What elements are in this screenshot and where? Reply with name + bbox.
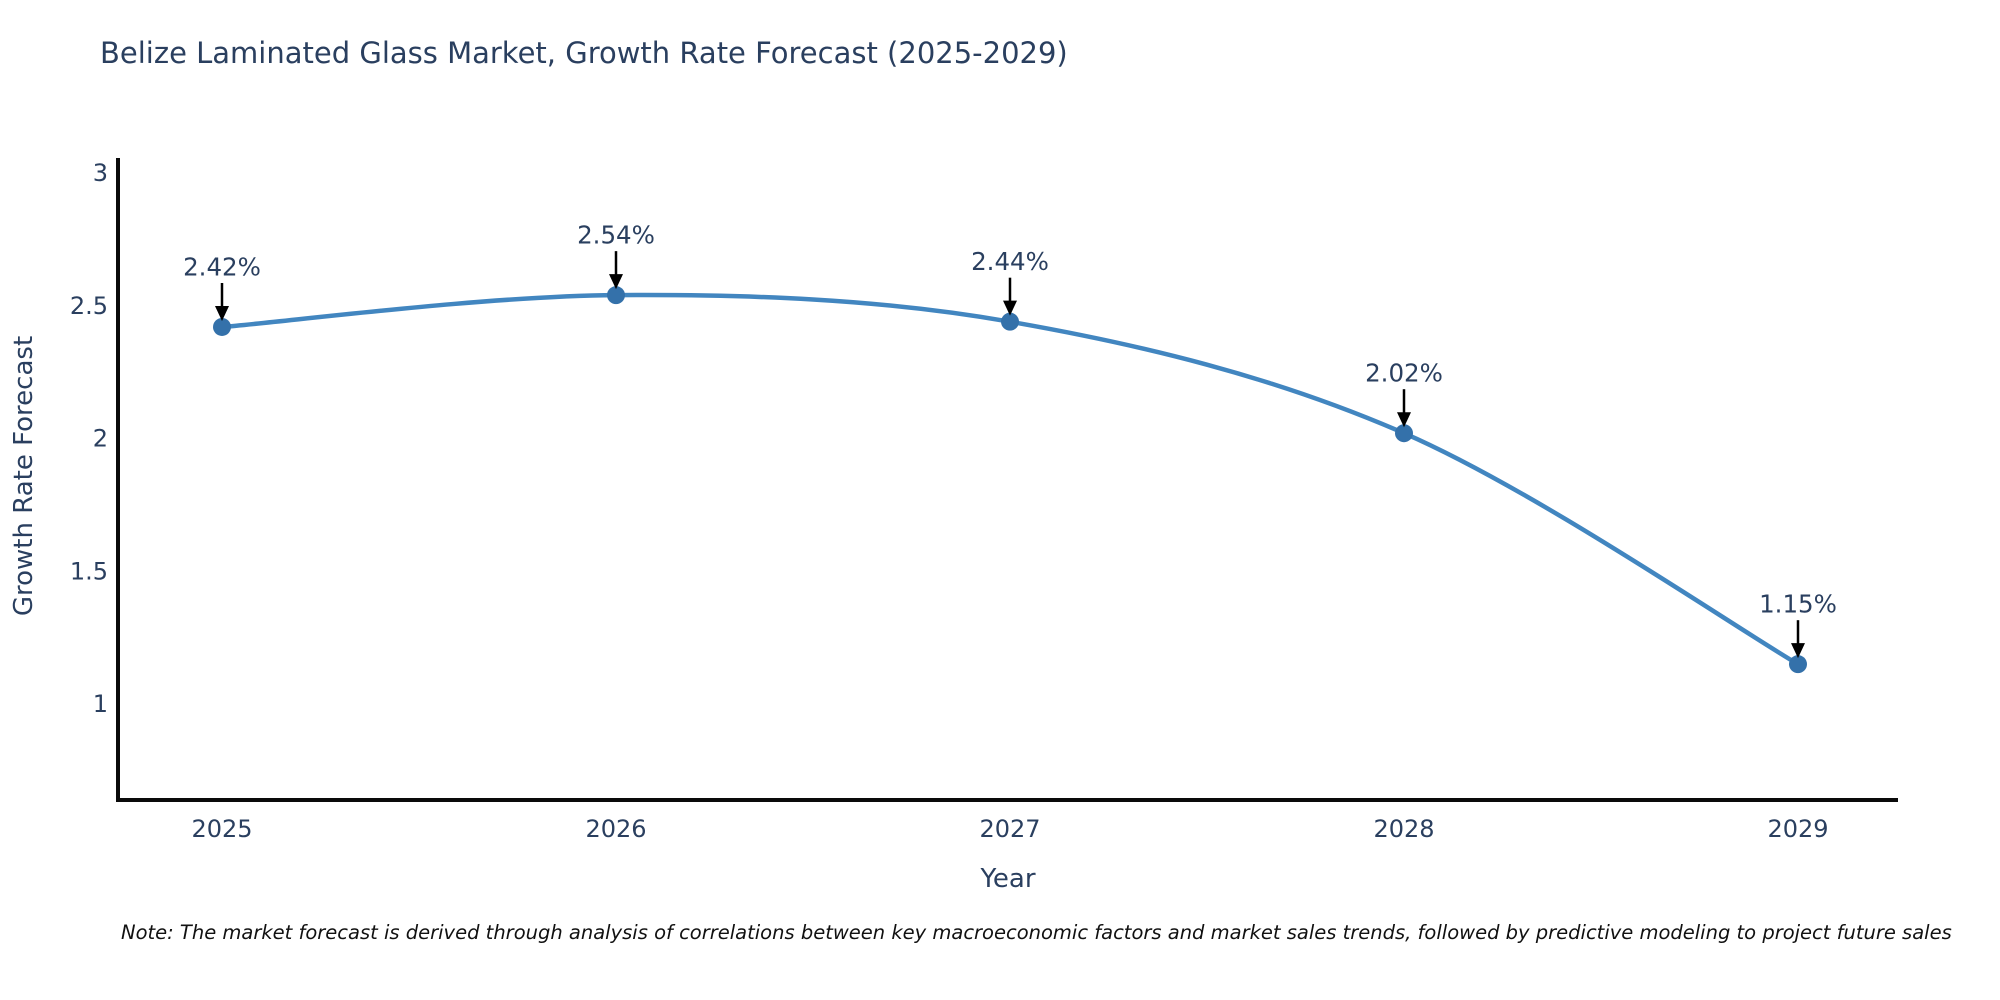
data-point-marker [1395, 424, 1413, 443]
data-point-marker [213, 317, 231, 336]
data-point-marker [1789, 655, 1807, 674]
y-tick-label: 1.5 [70, 557, 108, 585]
annotation-arrowhead [1003, 300, 1017, 316]
data-point-label: 2.42% [183, 252, 261, 281]
data-point-label: 2.44% [971, 247, 1049, 276]
footnote: Note: The market forecast is derived thr… [121, 921, 1952, 944]
y-tick-label: 2.5 [70, 292, 108, 320]
x-tick-label: 2026 [585, 815, 646, 843]
data-point-label: 2.54% [577, 221, 655, 250]
axis-lines [116, 158, 1898, 802]
y-tick-label: 1 [93, 690, 108, 718]
y-tick-label: 3 [93, 159, 108, 187]
data-point-label: 2.02% [1365, 359, 1443, 388]
x-tick-label: 2028 [1373, 815, 1434, 843]
x-axis-title: Year [980, 864, 1036, 894]
x-tick-label: 2027 [979, 815, 1040, 843]
x-tick-label: 2029 [1767, 815, 1828, 843]
chart-title: Belize Laminated Glass Market, Growth Ra… [100, 36, 1068, 70]
annotation-arrowhead [1791, 643, 1805, 659]
forecast-line [221, 292, 1800, 667]
annotation-arrowhead [609, 274, 623, 290]
data-point-marker [1001, 312, 1019, 331]
data-point-marker [607, 286, 625, 305]
data-point-label: 1.15% [1759, 590, 1837, 619]
y-tick-label: 2 [93, 425, 108, 453]
x-tick-label: 2025 [191, 815, 252, 843]
annotation-arrowhead [1397, 412, 1411, 428]
annotation-arrowhead [215, 305, 229, 321]
